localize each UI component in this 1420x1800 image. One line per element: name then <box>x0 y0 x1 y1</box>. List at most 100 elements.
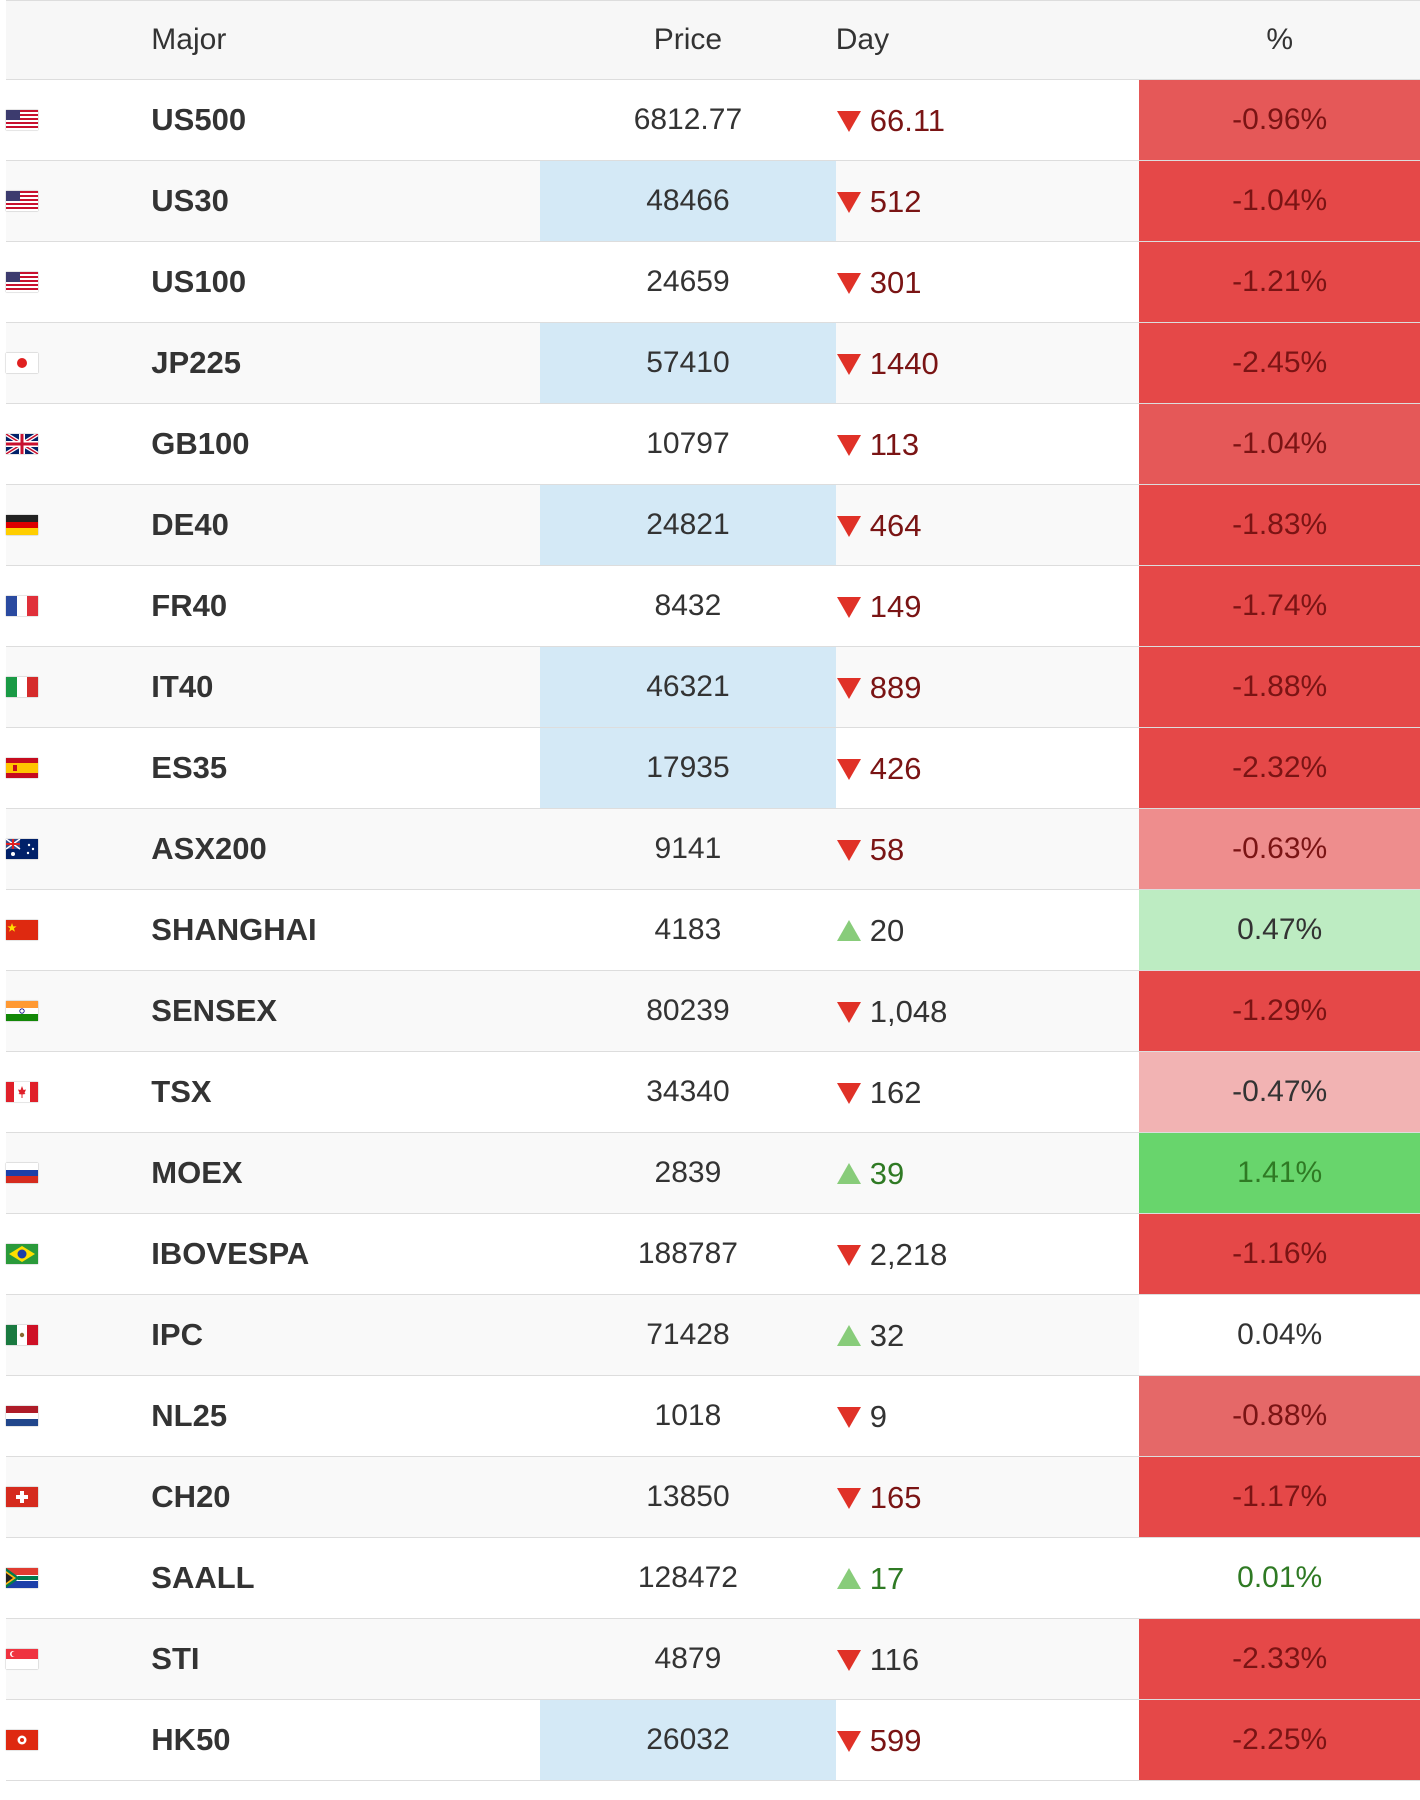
index-name[interactable]: GB100 <box>151 403 541 485</box>
index-price: 24821 <box>540 484 836 566</box>
table-row-es35[interactable]: ES35 17935 426 -2.32% <box>6 727 1420 809</box>
index-name[interactable]: FR40 <box>151 565 541 647</box>
day-change-cell: 301 <box>835 241 1140 323</box>
flag-cell <box>6 889 152 971</box>
percent-change: -0.47% <box>1139 1051 1420 1133</box>
au-flag-icon <box>6 839 38 859</box>
index-name[interactable]: CH20 <box>151 1456 541 1538</box>
table-row-ipc[interactable]: IPC 71428 32 0.04% <box>6 1294 1420 1376</box>
br-flag-icon <box>6 1244 38 1264</box>
flag-cell <box>6 1132 152 1214</box>
mx-flag-icon <box>6 1325 38 1345</box>
index-name[interactable]: DE40 <box>151 484 541 566</box>
table-header-row: Major Price Day % <box>6 0 1420 80</box>
index-name[interactable]: SHANGHAI <box>151 889 541 971</box>
flag-cell <box>6 484 152 566</box>
table-row-asx200[interactable]: ASX200 9141 58 -0.63% <box>6 808 1420 890</box>
index-name[interactable]: IPC <box>151 1294 541 1376</box>
hk-flag-icon <box>6 1730 38 1750</box>
table-row-jp225[interactable]: JP225 57410 1440 -2.45% <box>6 322 1420 404</box>
index-name[interactable]: MOEX <box>151 1132 541 1214</box>
table-row-shanghai[interactable]: SHANGHAI 4183 20 0.47% <box>6 889 1420 971</box>
index-name[interactable]: IT40 <box>151 646 541 728</box>
index-name[interactable]: JP225 <box>151 322 541 404</box>
de-flag-icon <box>6 515 38 535</box>
day-change-value: 113 <box>869 426 920 462</box>
index-price: 80239 <box>540 970 836 1052</box>
index-name[interactable]: US100 <box>151 241 541 323</box>
down-arrow-icon <box>836 1001 861 1023</box>
table-row-ibovespa[interactable]: IBOVESPA 188787 2,218 -1.16% <box>6 1213 1420 1295</box>
day-change-value: 162 <box>869 1074 922 1110</box>
index-name[interactable]: IBOVESPA <box>151 1213 541 1295</box>
table-row-tsx[interactable]: TSX 34340 162 -0.47% <box>6 1051 1420 1133</box>
day-change-value: 17 <box>869 1560 905 1596</box>
table-row-us30[interactable]: US30 48466 512 -1.04% <box>6 160 1420 242</box>
table-row-nl25[interactable]: NL25 1018 9 -0.88% <box>6 1375 1420 1457</box>
percent-change: 0.01% <box>1139 1537 1420 1619</box>
percent-column-header[interactable]: % <box>1139 0 1420 80</box>
day-change-value: 464 <box>869 507 922 543</box>
index-price: 128472 <box>540 1537 836 1619</box>
day-change-value: 426 <box>869 750 922 786</box>
index-name[interactable]: NL25 <box>151 1375 541 1457</box>
flag-cell <box>6 403 152 485</box>
table-row-gb100[interactable]: GB100 10797 113 -1.04% <box>6 403 1420 485</box>
us-flag-icon <box>6 110 38 130</box>
table-row-saall[interactable]: SAALL 128472 17 0.01% <box>6 1537 1420 1619</box>
index-name[interactable]: STI <box>151 1618 541 1700</box>
day-change-value: 2,218 <box>869 1236 948 1272</box>
down-arrow-icon <box>836 434 861 456</box>
table-row-de40[interactable]: DE40 24821 464 -1.83% <box>6 484 1420 566</box>
index-name[interactable]: TSX <box>151 1051 541 1133</box>
percent-change: -0.88% <box>1139 1375 1420 1457</box>
down-arrow-icon <box>836 1082 861 1104</box>
table-row-sensex[interactable]: SENSEX 80239 1,048 -1.29% <box>6 970 1420 1052</box>
up-arrow-icon <box>836 919 861 941</box>
in-flag-icon <box>6 1001 38 1021</box>
table-row-moex[interactable]: MOEX 2839 39 1.41% <box>6 1132 1420 1214</box>
day-change-value: 116 <box>869 1641 920 1677</box>
index-name[interactable]: ASX200 <box>151 808 541 890</box>
us-flag-icon <box>6 191 38 211</box>
down-arrow-icon <box>836 1487 861 1509</box>
down-arrow-icon <box>836 515 861 537</box>
price-column-header[interactable]: Price <box>540 0 836 80</box>
index-name[interactable]: SENSEX <box>151 970 541 1052</box>
index-price: 2839 <box>540 1132 836 1214</box>
flag-cell <box>6 565 152 647</box>
table-row-us100[interactable]: US100 24659 301 -1.21% <box>6 241 1420 323</box>
es-flag-icon <box>6 758 38 778</box>
percent-change: -1.83% <box>1139 484 1420 566</box>
flag-cell <box>6 1456 152 1538</box>
up-arrow-icon <box>836 1162 861 1184</box>
percent-change: -1.04% <box>1139 160 1420 242</box>
table-row-sti[interactable]: STI 4879 116 -2.33% <box>6 1618 1420 1700</box>
flag-cell <box>6 727 152 809</box>
index-name[interactable]: US500 <box>151 79 541 161</box>
index-name[interactable]: HK50 <box>151 1699 541 1781</box>
index-name[interactable]: US30 <box>151 160 541 242</box>
table-row-fr40[interactable]: FR40 8432 149 -1.74% <box>6 565 1420 647</box>
percent-change: -1.29% <box>1139 970 1420 1052</box>
table-row-it40[interactable]: IT40 46321 889 -1.88% <box>6 646 1420 728</box>
index-name[interactable]: SAALL <box>151 1537 541 1619</box>
table-row-hk50[interactable]: HK50 26032 599 -2.25% <box>6 1699 1420 1781</box>
index-name[interactable]: ES35 <box>151 727 541 809</box>
day-change-value: 20 <box>869 912 905 948</box>
day-change-value: 1440 <box>869 345 939 381</box>
percent-change: -2.33% <box>1139 1618 1420 1700</box>
index-price: 34340 <box>540 1051 836 1133</box>
day-change-value: 9 <box>869 1398 887 1434</box>
day-column-header[interactable]: Day <box>835 0 1140 80</box>
up-arrow-icon <box>836 1324 861 1346</box>
table-row-us500[interactable]: US500 6812.77 66.11 -0.96% <box>6 79 1420 161</box>
flag-cell <box>6 160 152 242</box>
table-body: US500 6812.77 66.11 -0.96% US30 48466 51… <box>6 79 1420 1781</box>
index-price: 4183 <box>540 889 836 971</box>
major-column-header[interactable]: Major <box>151 0 541 80</box>
index-price: 1018 <box>540 1375 836 1457</box>
percent-change: -1.88% <box>1139 646 1420 728</box>
day-change-cell: 889 <box>835 646 1140 728</box>
table-row-ch20[interactable]: CH20 13850 165 -1.17% <box>6 1456 1420 1538</box>
